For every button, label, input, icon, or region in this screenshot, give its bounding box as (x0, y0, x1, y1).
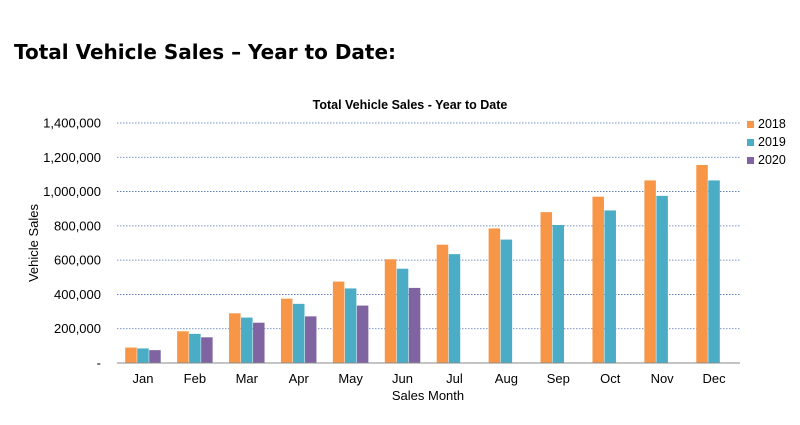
y-tick-label: - (97, 356, 101, 371)
legend-swatch-2019 (747, 139, 754, 146)
bar-2018-jan (125, 347, 137, 363)
legend-swatch-2020 (747, 157, 754, 164)
bar-2018-feb (177, 331, 189, 363)
x-tick-label: Mar (236, 371, 259, 386)
bar-2018-sep (540, 212, 553, 363)
y-tick-label: 800,000 (54, 218, 101, 233)
bar-2019-apr (292, 303, 305, 363)
bar-2019-sep (552, 225, 565, 363)
x-tick-label: Jul (446, 371, 463, 386)
y-axis-ticks: - 200,000 400,000 600,000 800,000 1,000,000 1,… (43, 116, 101, 371)
bar-2018-apr (280, 298, 293, 363)
x-tick-label: Feb (184, 371, 206, 386)
bar-2019-may (344, 288, 357, 363)
chart-title: Total Vehicle Sales - Year to Date (313, 98, 508, 112)
bar-2018-aug (488, 228, 501, 363)
legend: 2018 2019 2020 (747, 117, 786, 167)
bar-2018-nov (644, 180, 656, 363)
legend-label-2020: 2020 (758, 153, 786, 167)
bar-2018-dec (696, 165, 708, 363)
bar-2019-oct (604, 210, 616, 363)
x-tick-label: Apr (289, 371, 310, 386)
x-tick-label: Nov (651, 371, 675, 386)
x-tick-label: Aug (495, 371, 518, 386)
y-tick-label: 1,200,000 (43, 150, 101, 165)
x-tick-label: Sep (547, 371, 570, 386)
bar-2019-feb (189, 333, 201, 363)
bar-2019-mar (241, 317, 253, 363)
x-tick-label: Dec (702, 371, 726, 386)
legend-label-2018: 2018 (758, 117, 786, 131)
x-axis-ticks: Jan Feb Mar Apr May Jun Jul Aug Sep Oct Nov Dec (132, 371, 726, 386)
x-axis-label: Sales Month (392, 388, 464, 403)
legend-swatch-2018 (747, 121, 754, 128)
bar-2020-apr (304, 316, 317, 363)
bar-2018-jun (384, 259, 397, 363)
legend-label-2019: 2019 (758, 135, 786, 149)
y-tick-label: 1,000,000 (43, 184, 101, 199)
bar-2018-oct (592, 196, 604, 363)
bar-2019-aug (500, 239, 513, 363)
bar-2018-may (332, 281, 345, 363)
bar-2020-feb (201, 337, 213, 363)
bar-2020-mar (253, 322, 265, 363)
bar-2018-jul (436, 244, 449, 363)
bars (125, 165, 720, 363)
y-tick-label: 600,000 (54, 253, 101, 268)
y-axis-label: Vehicle Sales (26, 203, 41, 282)
bar-2019-nov (656, 195, 668, 363)
bar-2020-jun (408, 287, 421, 363)
x-tick-label: Jun (392, 371, 413, 386)
x-tick-label: May (338, 371, 363, 386)
bar-2020-may (356, 305, 369, 363)
bar-2018-mar (229, 313, 241, 363)
bar-2020-jan (149, 350, 161, 363)
page-heading: Total Vehicle Sales – Year to Date: (14, 40, 397, 64)
bar-2019-jan (137, 348, 149, 363)
y-tick-label: 400,000 (54, 287, 101, 302)
bar-2019-jun (396, 268, 409, 363)
gridlines (117, 122, 740, 330)
x-tick-label: Oct (600, 371, 621, 386)
y-tick-label: 200,000 (54, 321, 101, 336)
bar-2019-jul (448, 254, 461, 363)
x-tick-label: Jan (132, 371, 153, 386)
bar-2019-dec (708, 180, 720, 363)
y-tick-label: 1,400,000 (43, 116, 101, 131)
